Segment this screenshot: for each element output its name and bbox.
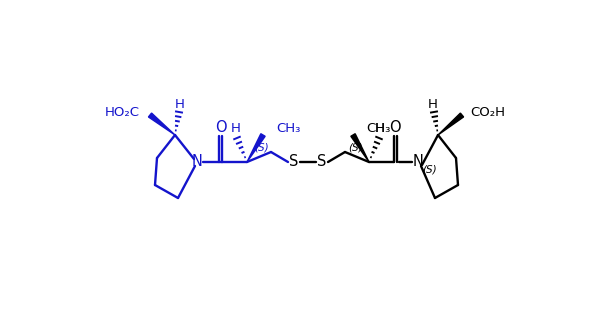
Text: H: H — [175, 98, 185, 110]
Text: H: H — [428, 98, 438, 110]
Polygon shape — [148, 113, 175, 135]
Text: CO₂H: CO₂H — [470, 107, 505, 119]
Text: HO₂C: HO₂C — [104, 107, 139, 119]
Text: (S): (S) — [349, 142, 364, 152]
Text: S: S — [317, 154, 327, 170]
Text: S: S — [290, 154, 299, 170]
Text: O: O — [215, 119, 227, 135]
Text: CH₃: CH₃ — [276, 122, 301, 135]
Polygon shape — [351, 134, 369, 162]
Text: H: H — [375, 122, 385, 135]
Text: (S): (S) — [255, 142, 269, 152]
Text: O: O — [389, 119, 401, 135]
Text: N: N — [412, 154, 423, 170]
Polygon shape — [438, 113, 464, 135]
Text: CH₃: CH₃ — [366, 122, 390, 135]
Text: (S): (S) — [423, 165, 437, 175]
Text: N: N — [192, 154, 202, 170]
Polygon shape — [247, 134, 265, 162]
Text: H: H — [231, 122, 241, 135]
